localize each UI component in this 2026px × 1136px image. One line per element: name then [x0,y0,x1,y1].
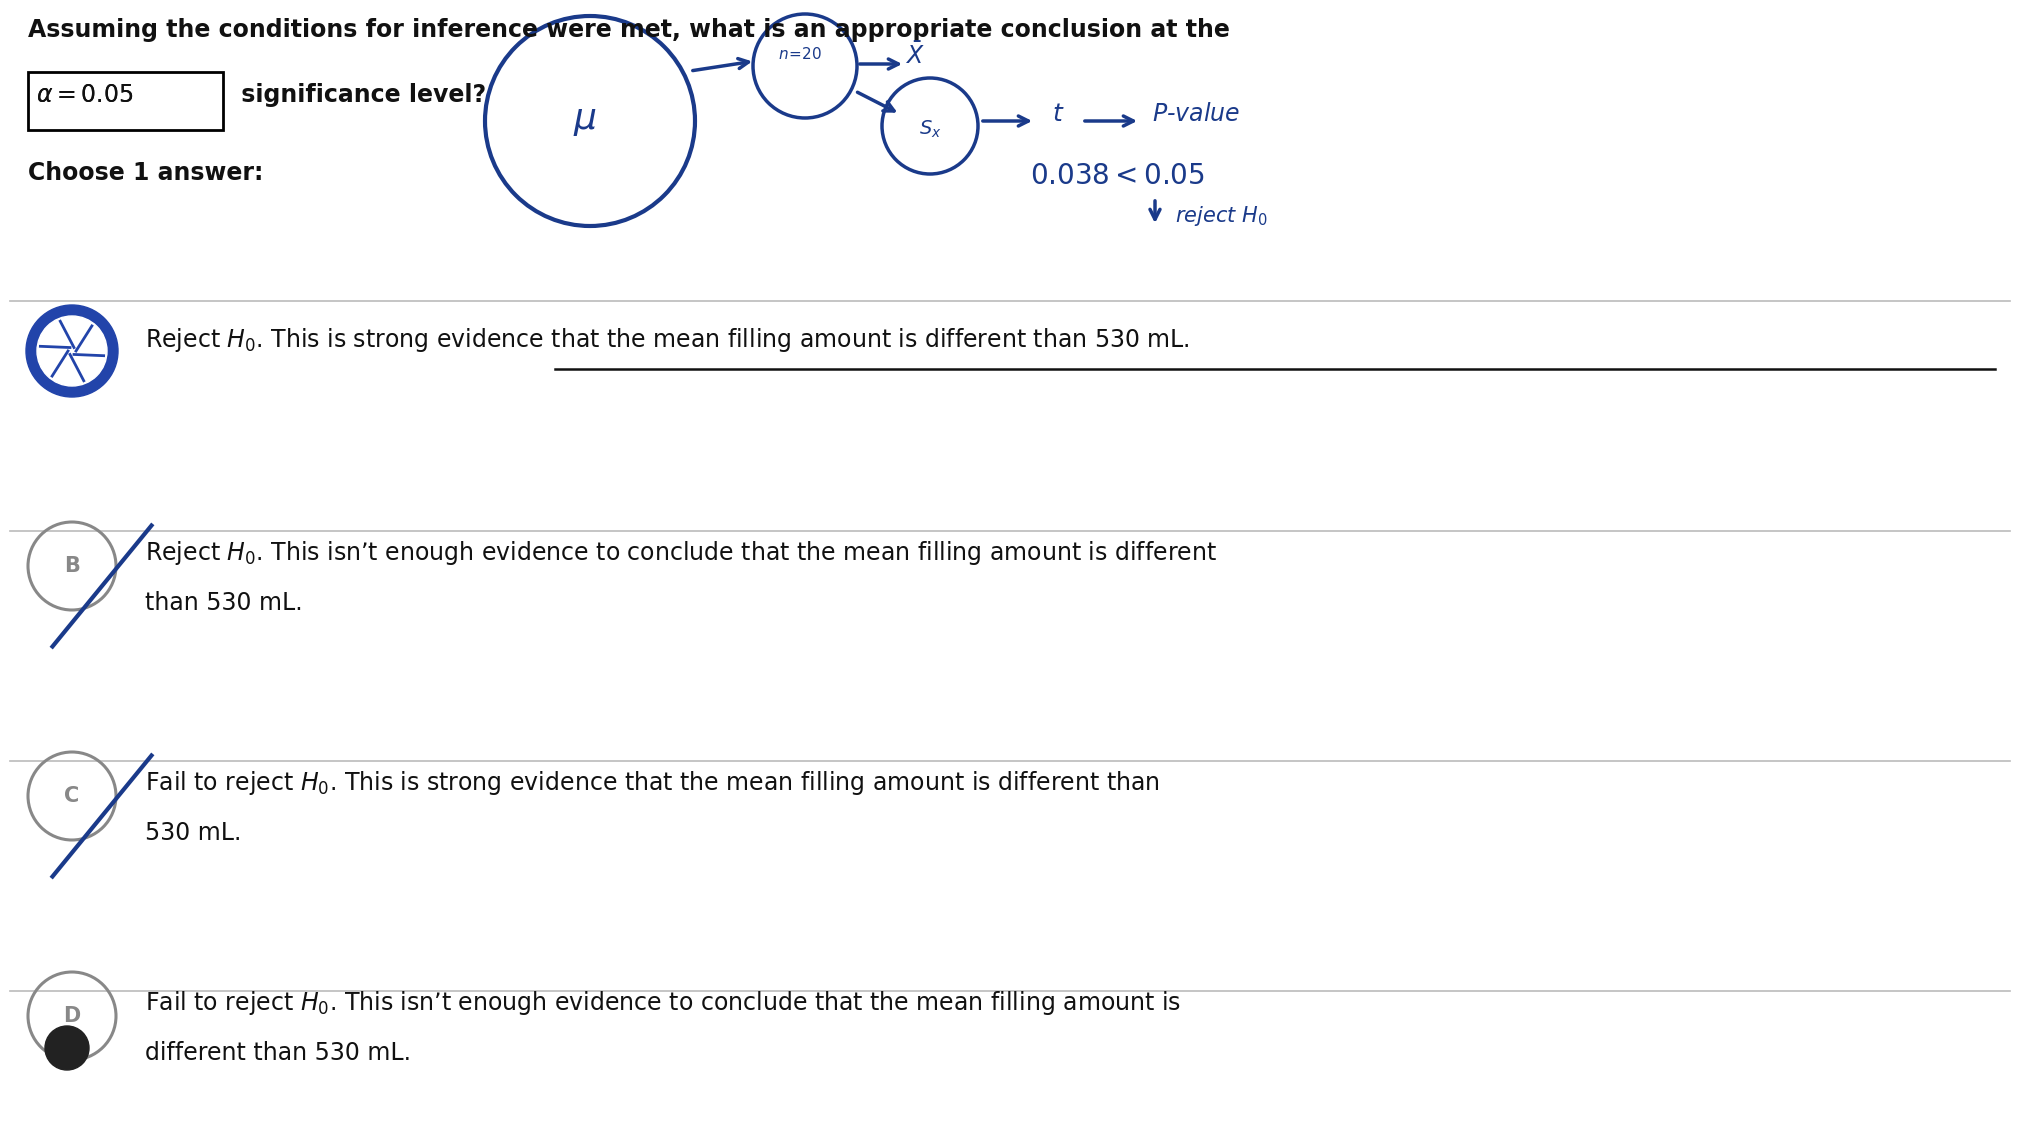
Text: significance level?: significance level? [233,83,486,107]
Text: $0.038 < 0.05$: $0.038 < 0.05$ [1029,162,1205,190]
Text: $\mu$: $\mu$ [573,105,598,137]
Text: Assuming the conditions for inference were met, what is an appropriate conclusio: Assuming the conditions for inference we… [28,18,1230,42]
Text: $\alpha = 0.05$: $\alpha = 0.05$ [36,83,134,107]
Text: than 530 mL.: than 530 mL. [146,591,302,615]
Text: D: D [63,1006,81,1026]
Circle shape [36,316,107,386]
FancyBboxPatch shape [28,72,223,130]
Text: $t$: $t$ [1051,102,1064,126]
Text: $S_x$: $S_x$ [918,118,942,140]
Text: Fail to reject $H_0$. This isn’t enough evidence to conclude that the mean filli: Fail to reject $H_0$. This isn’t enough … [146,989,1181,1017]
Text: $\alpha = 0.05$: $\alpha = 0.05$ [36,83,134,107]
Text: 530 mL.: 530 mL. [146,821,241,845]
Circle shape [26,304,118,396]
Text: B: B [65,556,79,576]
Text: Reject $H_0$. This isn’t enough evidence to conclude that the mean filling amoun: Reject $H_0$. This isn’t enough evidence… [146,538,1218,567]
Text: C: C [65,786,79,807]
Text: $n\!=\!20$: $n\!=\!20$ [778,45,823,62]
Text: Fail to reject $H_0$. This is strong evidence that the mean filling amount is di: Fail to reject $H_0$. This is strong evi… [146,769,1159,797]
Text: $P$-value: $P$-value [1153,102,1240,126]
Text: reject $H_0$: reject $H_0$ [1175,204,1268,228]
Circle shape [45,1026,89,1070]
Text: Choose 1 answer:: Choose 1 answer: [28,161,263,185]
Text: $\bar{X}$: $\bar{X}$ [906,42,924,69]
Text: Reject $H_0$. This is strong evidence that the mean filling amount is different : Reject $H_0$. This is strong evidence th… [146,326,1189,354]
Text: different than 530 mL.: different than 530 mL. [146,1041,411,1066]
